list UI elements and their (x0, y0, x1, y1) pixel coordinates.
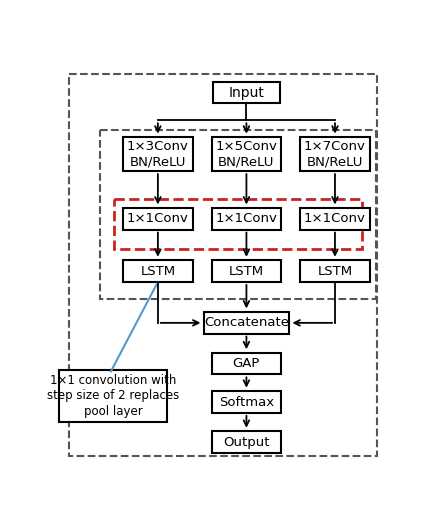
Text: 1×1 convolution with
step size of 2 replaces
pool layer: 1×1 convolution with step size of 2 repl… (47, 374, 179, 418)
Text: Output: Output (223, 436, 269, 449)
Bar (211, 260, 280, 282)
Text: 1×1Conv: 1×1Conv (215, 212, 277, 225)
Bar (123, 208, 192, 230)
Bar (123, 137, 192, 171)
Bar (211, 353, 280, 374)
Bar (204, 312, 288, 334)
Bar (299, 260, 369, 282)
Text: 1×5Conv
BN/ReLU: 1×5Conv BN/ReLU (215, 140, 277, 168)
Bar (299, 208, 369, 230)
Bar (123, 260, 192, 282)
Bar (211, 391, 280, 413)
Text: 1×1Conv: 1×1Conv (127, 212, 188, 225)
Text: Concatenate: Concatenate (204, 316, 288, 329)
Text: 1×7Conv
BN/ReLU: 1×7Conv BN/ReLU (303, 140, 365, 168)
Bar (114, 199, 361, 249)
Text: 1×1Conv: 1×1Conv (303, 212, 365, 225)
Bar (211, 208, 280, 230)
Text: GAP: GAP (232, 357, 260, 370)
Bar (211, 431, 280, 453)
Text: Softmax: Softmax (218, 395, 273, 409)
Bar (59, 370, 167, 422)
Text: Input: Input (228, 86, 264, 100)
Bar (299, 137, 369, 171)
Text: 1×3Conv
BN/ReLU: 1×3Conv BN/ReLU (127, 140, 188, 168)
Bar (211, 137, 280, 171)
Text: LSTM: LSTM (140, 265, 175, 278)
Text: LSTM: LSTM (228, 265, 263, 278)
Bar (100, 129, 375, 299)
Bar (212, 82, 279, 103)
Text: LSTM: LSTM (317, 265, 352, 278)
